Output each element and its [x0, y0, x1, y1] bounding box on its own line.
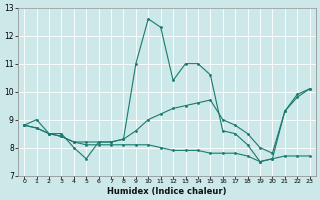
- X-axis label: Humidex (Indice chaleur): Humidex (Indice chaleur): [107, 187, 227, 196]
